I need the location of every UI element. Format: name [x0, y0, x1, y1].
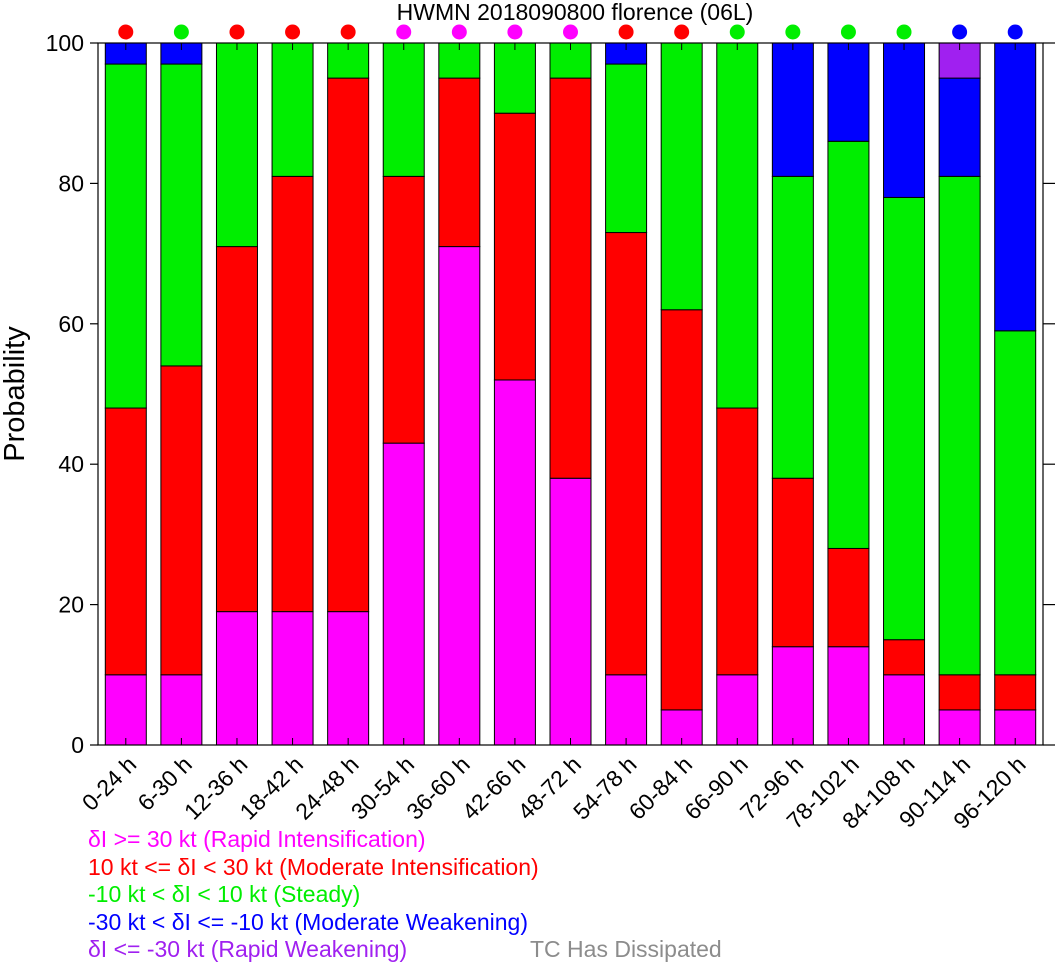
bar-segment-st-16	[994, 330, 1037, 676]
y-tick-label: 0	[71, 732, 84, 758]
bar-segment-mw-13	[827, 42, 870, 142]
bar-segment-ri-11	[716, 674, 759, 746]
bar-segment-mw-16	[994, 42, 1037, 332]
bar-segment-mi-1	[160, 365, 203, 676]
dominant-dot-12	[785, 24, 801, 40]
bar-segment-mi-15	[938, 674, 981, 711]
dominant-dot-8	[563, 24, 578, 40]
chart-title: HWMN 2018090800 florence (06L)	[397, 0, 754, 25]
bar-segment-st-2	[215, 42, 258, 248]
x-tick-label: 0-24 h	[77, 751, 142, 816]
y-tick-label: 60	[58, 311, 84, 337]
bar-segment-ri-6	[438, 246, 481, 746]
bar-segment-mi-7	[493, 112, 536, 381]
bar-segment-rw-15	[938, 42, 981, 79]
dominant-dot-14	[896, 24, 912, 40]
dominant-dot-9	[618, 24, 634, 40]
bar-segment-ri-3	[271, 611, 314, 746]
bar-segment-ri-7	[493, 379, 536, 746]
bar-segment-mi-13	[827, 547, 870, 648]
dominant-dot-15	[952, 24, 968, 40]
bar-segment-st-9	[605, 63, 648, 234]
bar-segment-ri-1	[160, 674, 203, 746]
bar-segment-ri-12	[771, 646, 814, 746]
dominant-dot-7	[507, 24, 523, 40]
dominant-dot-3	[285, 24, 301, 40]
bar-segment-st-1	[160, 63, 203, 367]
dominant-dot-4	[340, 24, 356, 40]
legend-moderate-intensification: 10 kt <= δI < 30 kt (Moderate Intensific…	[88, 853, 539, 880]
bar-segment-st-12	[771, 175, 814, 479]
y-tick-label: 20	[58, 592, 84, 618]
bar-segment-mi-3	[271, 175, 314, 613]
bar-segment-st-0	[104, 63, 147, 409]
bar-segment-st-15	[938, 175, 981, 676]
bar-segment-mi-5	[382, 175, 425, 444]
bar-segment-mi-12	[771, 477, 814, 648]
dominant-dot-6	[451, 24, 467, 40]
bar-segment-mw-12	[771, 42, 814, 177]
bar-segment-mw-15	[938, 77, 981, 177]
bars-group	[104, 42, 1037, 746]
dominant-dot-11	[729, 24, 745, 40]
dominant-dot-1	[173, 24, 189, 40]
bar-segment-mi-0	[104, 407, 147, 676]
bar-segment-st-13	[827, 140, 870, 549]
bar-segment-ri-0	[104, 674, 147, 746]
bar-segment-mi-2	[215, 246, 258, 613]
bar-segment-mi-14	[883, 639, 926, 676]
bar-segment-mi-4	[327, 77, 370, 613]
bar-segment-ri-4	[327, 611, 370, 746]
legend-dissipated: TC Has Dissipated	[530, 936, 722, 962]
legend: δI >= 30 kt (Rapid Intensification) 10 k…	[88, 826, 539, 964]
bar-segment-mi-8	[549, 77, 592, 479]
legend-rapid-intensification: δI >= 30 kt (Rapid Intensification)	[88, 826, 426, 852]
bar-segment-mi-11	[716, 407, 759, 676]
bar-segment-ri-2	[215, 611, 258, 746]
dominant-dot-5	[396, 24, 412, 40]
bar-segment-st-10	[660, 42, 703, 311]
legend-moderate-weakening: -30 kt < δI <= -10 kt (Moderate Weakenin…	[88, 908, 529, 935]
bar-segment-mi-16	[994, 674, 1037, 711]
y-tick-label: 40	[58, 451, 84, 477]
dominant-dot-10	[674, 24, 690, 40]
y-axis-label: Probability	[0, 326, 31, 462]
dominant-dot-13	[840, 24, 856, 40]
bar-segment-mi-9	[605, 232, 648, 676]
dominant-dot-0	[118, 24, 134, 40]
dominant-dot-16	[1007, 24, 1023, 40]
bar-segment-st-5	[382, 42, 425, 177]
bar-segment-st-11	[716, 42, 759, 409]
bar-segment-mi-6	[438, 77, 481, 248]
y-tick-label: 80	[58, 170, 84, 196]
bar-segment-mi-10	[660, 309, 703, 711]
bar-segment-ri-14	[883, 674, 926, 746]
bar-segment-ri-9	[605, 674, 648, 746]
bar-segment-ri-13	[827, 646, 870, 746]
bar-segment-ri-5	[382, 442, 425, 746]
dominant-dot-2	[229, 24, 245, 40]
bar-segment-mw-14	[883, 42, 926, 198]
y-axis: 0 20 40 60 80 100	[46, 30, 1055, 758]
dominant-dots-group	[118, 24, 1023, 40]
bar-segment-st-14	[883, 196, 926, 641]
bar-segment-st-7	[493, 42, 536, 114]
legend-rapid-weakening: δI <= -30 kt (Rapid Weakening)	[88, 936, 408, 962]
legend-steady: -10 kt < δI < 10 kt (Steady)	[88, 881, 361, 907]
bar-segment-st-3	[271, 42, 314, 177]
bar-segment-ri-8	[549, 477, 592, 746]
y-tick-label: 100	[46, 30, 84, 56]
